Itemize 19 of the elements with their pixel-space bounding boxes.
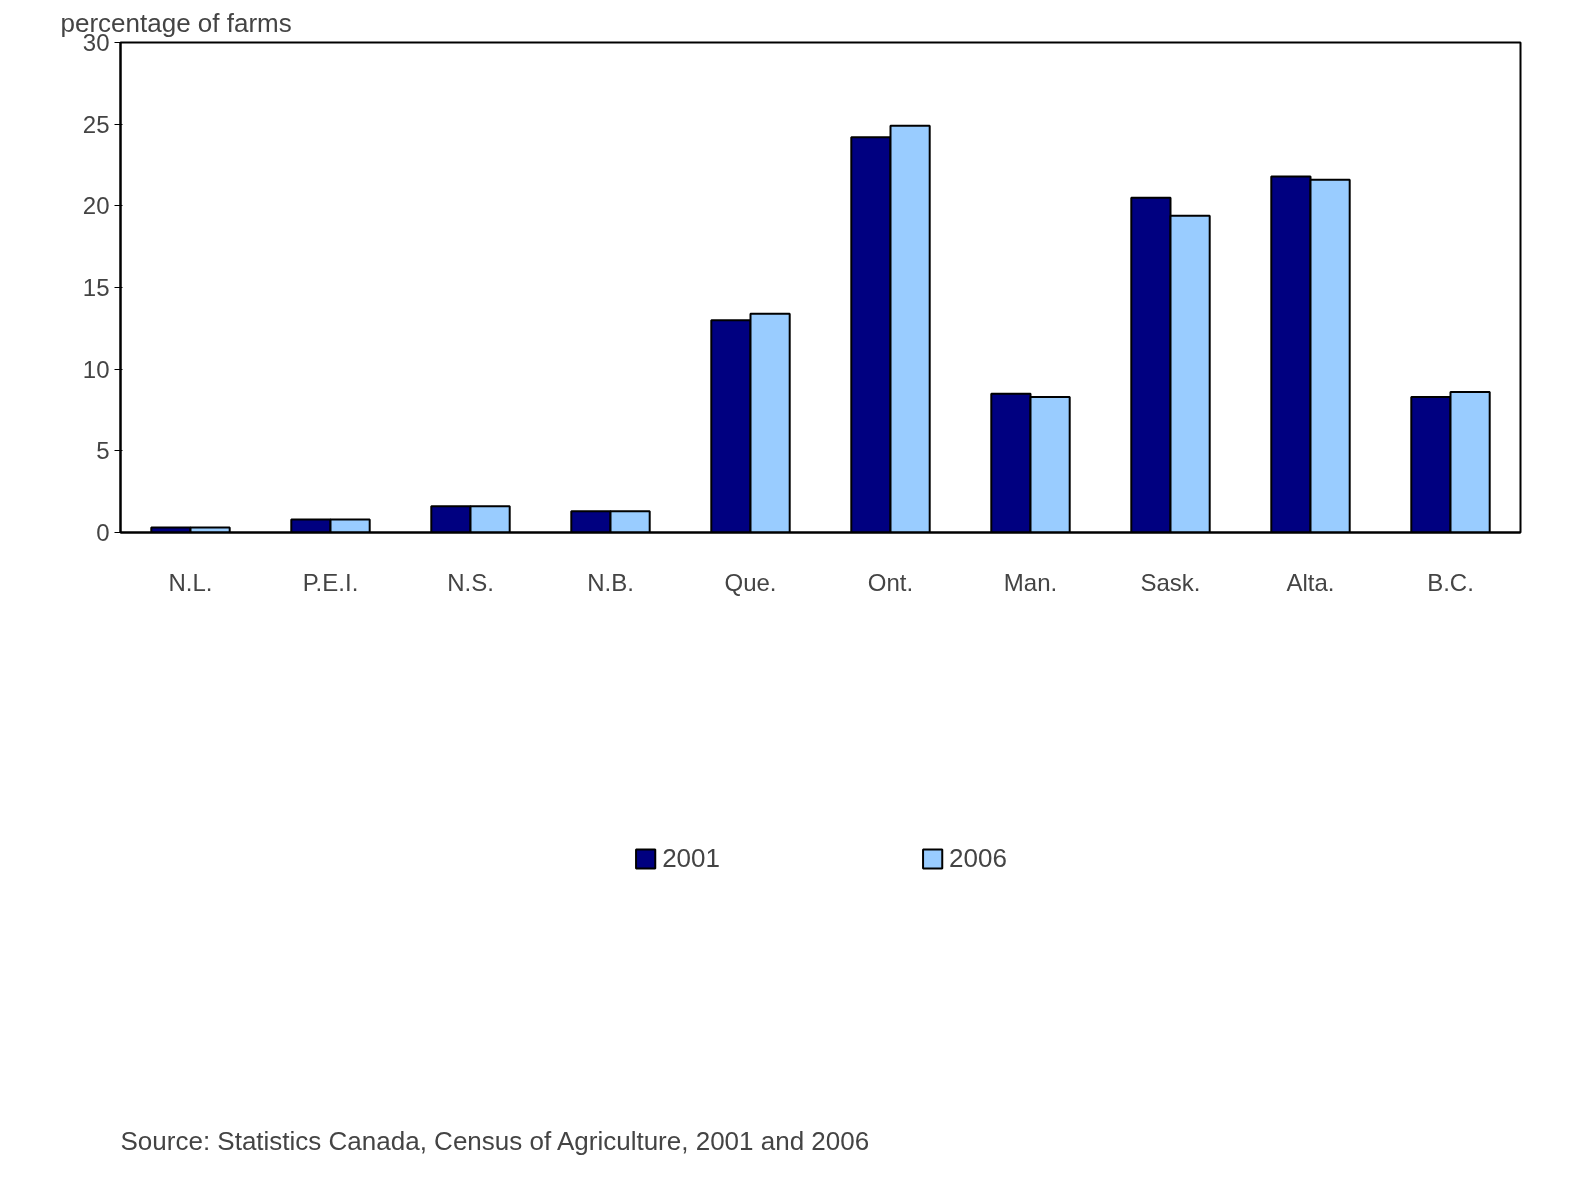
y-tick-label: 0 [96, 519, 110, 546]
legend-label: 2001 [662, 842, 720, 874]
y-tick-label: 25 [82, 110, 110, 138]
y-tick-label: 20 [82, 192, 110, 220]
x-tick-label: B.C. [1427, 568, 1474, 596]
x-tick-label: Ont. [867, 568, 914, 596]
source-note: Source: Statistics Canada, Census of Agriculture, 2001 and 2006 [120, 1125, 870, 1156]
x-tick-label: Man. [1003, 568, 1058, 596]
y-tick-label: 10 [82, 355, 110, 383]
y-tick-label: 15 [82, 274, 110, 301]
x-tick-label: N.B. [587, 568, 634, 596]
x-tick-label: N.S. [447, 568, 494, 596]
x-tick-label: P.E.I. [302, 568, 359, 596]
x-tick-label: Alta. [1286, 568, 1335, 596]
x-tick-label: Que. [724, 568, 777, 596]
legend-label: 2006 [949, 842, 1007, 874]
x-tick-label: Sask. [1140, 568, 1201, 596]
x-tick-label: N.L. [168, 568, 213, 596]
y-tick-label: 5 [96, 437, 110, 465]
